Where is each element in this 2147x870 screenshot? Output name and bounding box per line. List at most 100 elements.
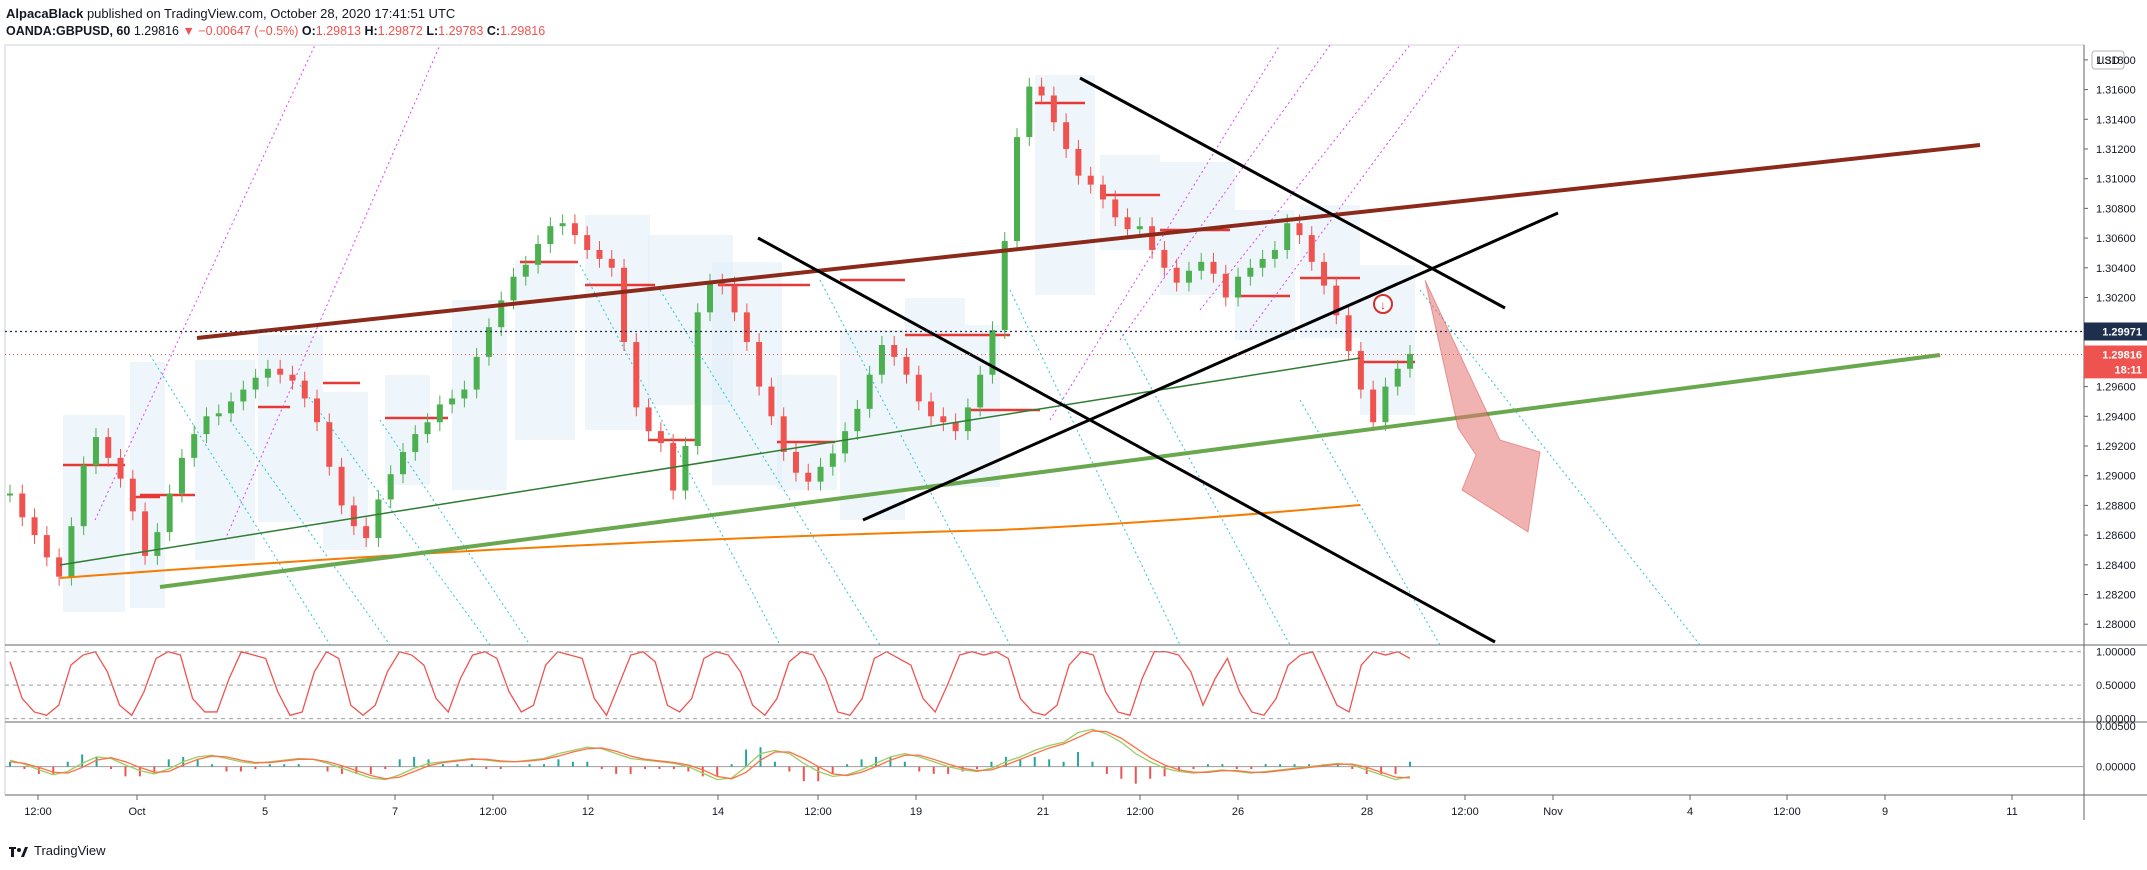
pitchfork-line [1419, 289, 1701, 646]
price-series [7, 77, 1413, 586]
time-tick-label: 9 [1882, 806, 1888, 818]
pitchfork-line [299, 384, 491, 646]
candle-body [535, 244, 542, 265]
tradingview-footer[interactable]: TradingView [8, 843, 106, 858]
volume-profile-box [130, 362, 165, 608]
volume-profile-box [515, 260, 575, 440]
candle-body [1014, 137, 1021, 242]
time-tick-label: Oct [128, 806, 145, 818]
pitchfork-line [1049, 44, 1281, 421]
candle-body [277, 368, 284, 375]
candle-body [1271, 249, 1278, 259]
candle-body [7, 493, 13, 496]
candle-body [842, 431, 849, 454]
volume-profile-box [648, 235, 733, 405]
candle-body [621, 267, 628, 343]
price-tick-label: 1.30800 [2096, 203, 2136, 215]
candle-body [314, 398, 321, 423]
candle-body [633, 342, 640, 408]
candle-body [964, 407, 971, 432]
candle-body [1112, 199, 1119, 218]
candle-body [105, 437, 112, 458]
candle-body [915, 374, 922, 402]
macd-tick-label: 0.00000 [2096, 762, 2136, 774]
high-label: H: [364, 24, 378, 38]
pitchfork-guide-lines [94, 44, 1701, 646]
candle-body [694, 312, 701, 446]
candle-body [1210, 261, 1217, 274]
candle-body [252, 377, 259, 390]
candle-body [1198, 261, 1205, 271]
ascending-trend-line [862, 211, 1559, 522]
close-value: 1.29816 [500, 24, 546, 38]
candle-body [228, 401, 235, 414]
pitchfork-line [1009, 289, 1181, 646]
price-tick-label: 1.28200 [2096, 590, 2136, 602]
candle-body [92, 437, 99, 466]
time-tick-label: 21 [1037, 806, 1049, 818]
candle-body [56, 557, 63, 577]
candle-body [1161, 249, 1168, 268]
time-axis[interactable]: 12:00 Oct 5 7 12:00 12 14 12:00 19 21 12:00 26 28 12:… [24, 795, 2018, 818]
candle-body [338, 466, 345, 506]
author-name[interactable]: AlpacaBlack [6, 6, 84, 21]
candle-body [142, 511, 149, 556]
tradingview-logo-icon [9, 846, 28, 857]
channel-bottom-line [159, 353, 1941, 589]
candle-body [289, 374, 296, 381]
candle-body [584, 235, 591, 250]
pitchfork-line [1119, 44, 1331, 341]
candle-body [805, 472, 812, 482]
high-value: 1.29872 [377, 24, 423, 38]
volume-profile-box [585, 215, 650, 430]
candle-body [215, 413, 222, 417]
close-label: C: [486, 24, 501, 38]
candle-body [240, 389, 247, 402]
candle-body [1321, 261, 1328, 286]
candle-body [301, 380, 308, 399]
candle-body [19, 493, 26, 518]
last-price: 1.29816 [133, 24, 179, 38]
candle-body [928, 401, 935, 417]
candle-body [1173, 267, 1180, 283]
candle-body [350, 505, 357, 527]
price-tick-label: 1.31600 [2096, 85, 2136, 97]
candle-body [154, 532, 161, 556]
time-tick-label: 12:00 [1126, 806, 1154, 818]
candle-body [768, 386, 775, 417]
candle-body [1026, 86, 1033, 138]
time-tick-label: 7 [392, 806, 398, 818]
candle-body [1345, 315, 1352, 351]
candle-body [412, 434, 419, 452]
rsi-tick-label: 0.00000 [2096, 714, 2136, 726]
candle-body [989, 330, 996, 375]
price-tick-label: 1.29600 [2096, 382, 2136, 394]
candle-body [1087, 175, 1094, 185]
candle-body [1357, 350, 1364, 390]
candle-body [1063, 122, 1070, 149]
volume-profile-box [385, 375, 430, 485]
candle-body [1407, 353, 1413, 369]
price-marker-label: 1.29816 [2102, 350, 2142, 362]
symbol-quote-line: OANDA:GBPUSD, 60 1.29816 ▼ −0.00647 (−0.… [6, 22, 545, 40]
macd-line [9, 728, 1411, 781]
time-tick-label: 12:00 [1773, 806, 1801, 818]
candle-body [1259, 258, 1266, 268]
time-tick-label: 12:00 [804, 806, 832, 818]
candle-body [756, 342, 763, 387]
time-tick-label: 26 [1232, 806, 1244, 818]
price-tick-label: 1.28600 [2096, 530, 2136, 542]
candle-body [854, 408, 861, 432]
low-value: 1.29783 [438, 24, 484, 38]
symbol-label[interactable]: OANDA:GBPUSD, 60 [6, 24, 131, 38]
time-tick-label: 14 [712, 806, 724, 818]
candle-body [1370, 389, 1377, 423]
candle-body [117, 457, 124, 479]
volume-profile-box [258, 335, 323, 522]
trend-drawings[interactable]: ↓ [5, 76, 2084, 644]
candle-body [399, 451, 406, 475]
candle-body [375, 499, 382, 539]
time-tick-label: 19 [910, 806, 922, 818]
